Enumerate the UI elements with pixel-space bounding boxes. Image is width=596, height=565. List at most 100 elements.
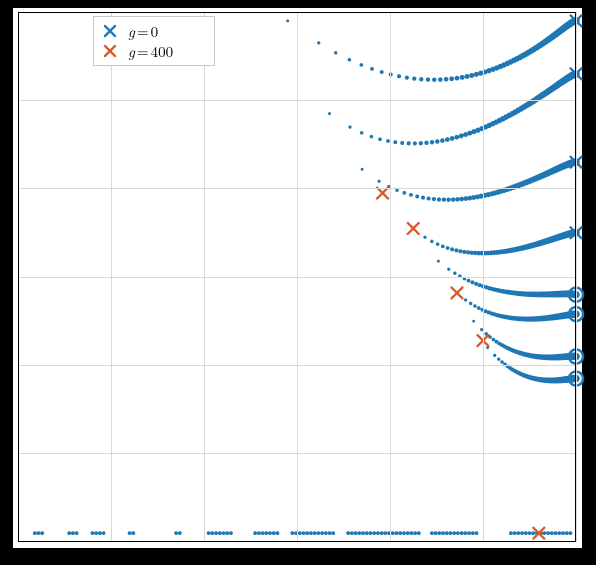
data-dot [380, 531, 384, 535]
data-dot [360, 63, 364, 67]
data-dot [513, 531, 517, 535]
data-dot [528, 531, 532, 535]
data-dot [413, 531, 417, 535]
data-dot [402, 191, 406, 195]
data-dot [471, 280, 475, 284]
axis-spine [575, 12, 576, 542]
data-dot [441, 531, 445, 535]
data-dot [402, 531, 406, 535]
data-dot [94, 531, 98, 535]
data-dot [419, 77, 423, 81]
data-dot [432, 197, 436, 201]
data-dot [550, 531, 554, 535]
data-dot [313, 531, 317, 535]
data-dot [317, 531, 321, 535]
data-dot [497, 357, 500, 360]
data-dot [357, 531, 361, 535]
data-dot [546, 531, 550, 535]
gridline-horizontal [18, 453, 576, 454]
data-dot [33, 531, 37, 535]
data-dot [405, 76, 409, 80]
data-dot [463, 132, 468, 137]
data-dot [493, 354, 496, 357]
x-marker [377, 188, 388, 199]
data-dot [378, 137, 382, 141]
data-dot [451, 197, 455, 201]
data-dot [458, 249, 462, 253]
data-dot [71, 531, 75, 535]
data-dot [413, 141, 417, 145]
data-dot [348, 126, 351, 129]
data-dot [477, 306, 481, 310]
data-dot [214, 531, 218, 535]
data-dot [460, 531, 464, 535]
data-dot [440, 138, 445, 143]
data-dot [445, 137, 450, 142]
data-dot [471, 531, 475, 535]
axis-spine [18, 12, 576, 13]
data-dot [131, 531, 135, 535]
data-dot [430, 140, 434, 144]
data-dot [415, 195, 419, 199]
data-dot [268, 531, 272, 535]
data-dot [557, 531, 561, 535]
legend-val: 0 [151, 21, 159, 42]
gridline-horizontal [18, 100, 576, 101]
data-dot [454, 248, 458, 252]
legend-entry-0: g=0 [102, 21, 206, 41]
legend: g=0 g=400 [93, 16, 215, 66]
data-dot [464, 298, 467, 301]
gridline-horizontal [18, 365, 576, 366]
data-dot [435, 139, 439, 143]
data-dot [320, 531, 324, 535]
data-dot [437, 260, 440, 263]
data-dot [178, 531, 182, 535]
data-dot [437, 531, 441, 535]
data-dot [421, 196, 425, 200]
data-dot [67, 531, 71, 535]
data-dot [397, 74, 401, 78]
data-dot [459, 197, 464, 202]
data-dot [369, 531, 373, 535]
plot-area [18, 12, 576, 542]
data-dot [37, 531, 41, 535]
x-marker-icon [102, 23, 118, 39]
gridline-horizontal [18, 188, 576, 189]
axis-spine [18, 541, 576, 542]
data-dot [430, 531, 434, 535]
data-dot [524, 531, 528, 535]
data-dot [261, 531, 265, 535]
data-dot [383, 531, 387, 535]
data-dot [348, 58, 352, 62]
data-dot [474, 282, 478, 286]
data-dot [229, 531, 233, 535]
data-dot [450, 136, 455, 141]
legend-label: g=400 [128, 41, 173, 62]
legend-val: 400 [151, 41, 174, 62]
data-dot [409, 193, 413, 197]
data-dot [455, 197, 460, 202]
data-dot [102, 531, 106, 535]
data-dot [331, 531, 335, 535]
data-dot [253, 531, 257, 535]
data-dot [449, 531, 453, 535]
data-dot [350, 531, 354, 535]
data-dot [360, 131, 363, 134]
data-dot [393, 140, 397, 144]
data-dot [427, 196, 431, 200]
data-dot [290, 531, 294, 535]
data-dot [222, 531, 226, 535]
data-dot [434, 531, 438, 535]
data-dot [407, 141, 411, 145]
data-dot [469, 302, 472, 305]
data-dot [447, 268, 450, 271]
data-dot [423, 236, 426, 239]
data-dot [380, 70, 384, 74]
x-marker [451, 287, 462, 298]
data-dot [40, 531, 44, 535]
data-dot [437, 197, 441, 201]
data-dot [334, 51, 337, 54]
data-dot [276, 531, 280, 535]
data-dot [446, 246, 450, 250]
data-dot [398, 531, 402, 535]
